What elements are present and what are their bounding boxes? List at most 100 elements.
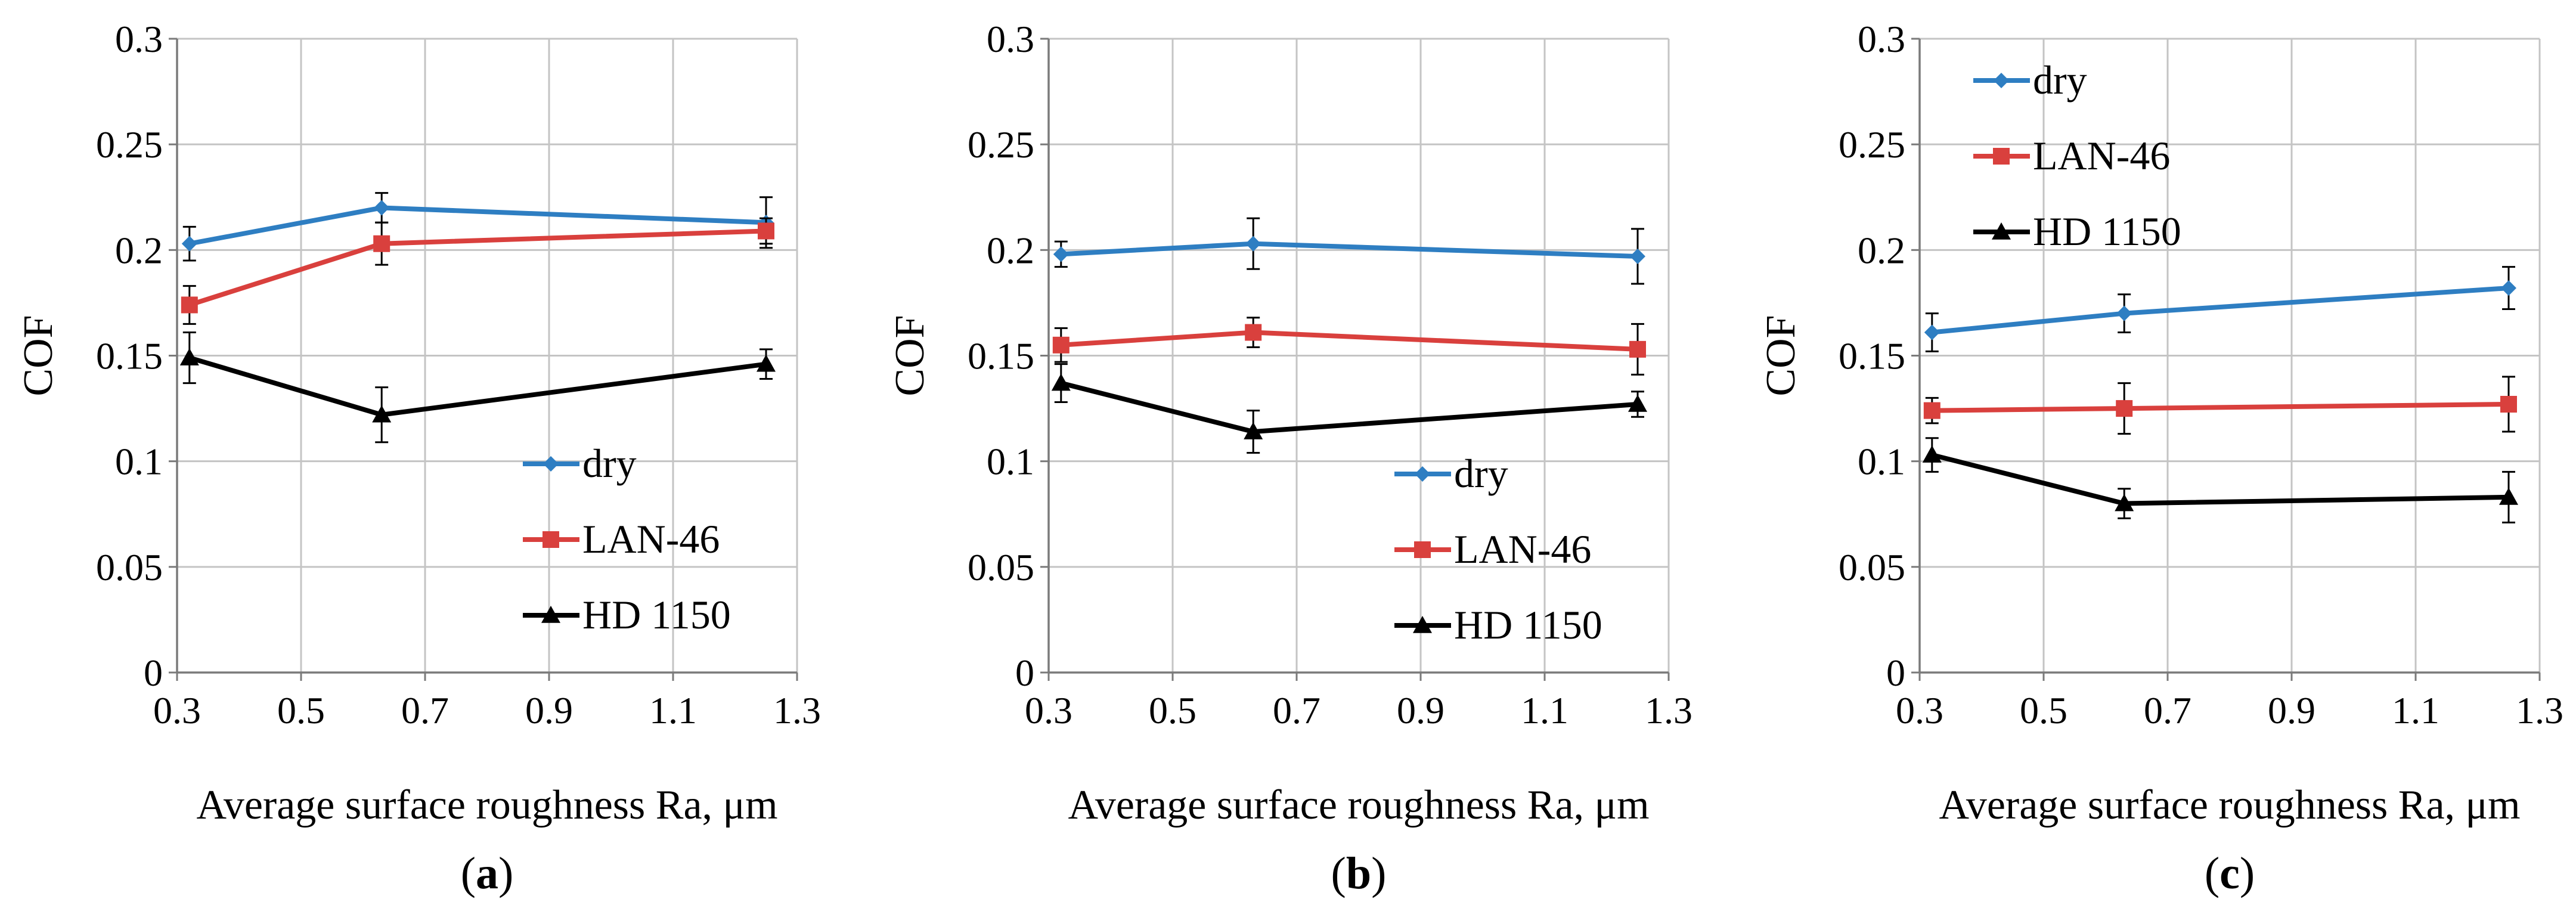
legend-label: dry: [1454, 451, 1508, 496]
y-tick-label: 0.05: [96, 546, 163, 588]
data-point: [372, 405, 392, 423]
y-tick-label: 0.15: [96, 335, 163, 377]
series-lan-46: [1923, 376, 2517, 435]
series-hd-1150: [1051, 363, 1647, 454]
panel-caption: (c): [2205, 848, 2255, 898]
legend-label: LAN-46: [582, 516, 720, 562]
caption-letter: b: [1346, 848, 1371, 898]
x-tick-label: 1.1: [1521, 689, 1568, 732]
legend-item-dry: dry: [523, 441, 637, 486]
panel-caption: (a): [461, 848, 514, 898]
caption-letter: c: [2219, 848, 2240, 898]
data-point: [758, 222, 774, 240]
legend: dry LAN-46 HD 1150: [1973, 57, 2181, 254]
chart-panel-b: 0 0.05 0.1 0.15 0.2 0.25 0.3 0.3 0.5 0.7 0.9 1.1 1.3…: [887, 18, 1692, 898]
series-line: [1060, 380, 1638, 435]
caption-close: ): [2240, 848, 2255, 898]
x-tick-label: 0.5: [2020, 689, 2067, 732]
caption-close: ): [1371, 848, 1386, 898]
data-point: [1922, 445, 1942, 463]
data-point: [1630, 248, 1645, 264]
legend-marker: [541, 606, 560, 623]
y-tick-label: 0.15: [1839, 335, 1905, 377]
data-point: [757, 354, 776, 372]
legend-label: dry: [582, 441, 637, 486]
series-dry: [1053, 217, 1645, 285]
y-tick-label: 0.15: [968, 335, 1034, 377]
x-tick-label: 0.3: [1896, 689, 1943, 732]
data-point: [1051, 373, 1071, 391]
y-tick-label: 0.2: [987, 229, 1034, 271]
y-tick-label: 0.1: [987, 441, 1034, 483]
series-lan-46: [181, 217, 774, 325]
legend-marker: [1414, 541, 1431, 558]
y-tick-label: 0.2: [115, 229, 163, 271]
x-tick-label: 1.1: [2392, 689, 2439, 732]
series-dry: [1924, 266, 2516, 352]
y-axis-title: COF: [1758, 315, 1804, 396]
legend-label: HD 1150: [2033, 209, 2181, 254]
legend-item-lan-46: LAN-46: [523, 516, 720, 562]
data-point: [2500, 395, 2517, 413]
legend-item-hd-1150: HD 1150: [523, 592, 731, 637]
legend: dry LAN-46 HD 1150: [1394, 451, 1602, 647]
y-axis-title: COF: [16, 315, 61, 396]
x-tick-label: 1.1: [649, 689, 697, 732]
series-line: [1932, 401, 2509, 413]
y-tick-label: 0.05: [968, 546, 1034, 588]
y-tick-label: 0.05: [1839, 546, 1905, 588]
chart-panel-a: 0 0.05 0.1 0.15 0.2 0.25 0.3 0.3 0.5 0.7 0.9 1.1 1.3…: [16, 18, 821, 898]
data-point: [1628, 394, 1647, 412]
y-tick-label: 0.1: [115, 441, 163, 483]
series-line: [188, 355, 767, 417]
data-point: [181, 236, 197, 252]
series-line: [1061, 330, 1638, 352]
legend-marker: [1415, 466, 1430, 482]
data-point: [373, 235, 390, 252]
x-axis-title: Average surface roughness Ra, μm: [1068, 782, 1649, 828]
x-tick-label: 0.9: [525, 689, 573, 732]
y-tick-label: 0.3: [115, 18, 163, 60]
data-point: [2499, 487, 2518, 505]
x-tick-label: 1.3: [773, 689, 821, 732]
data-point: [1629, 340, 1646, 358]
legend-marker: [1992, 222, 2011, 240]
legend-label: dry: [2033, 57, 2087, 103]
data-point: [2116, 305, 2132, 321]
data-point: [2501, 280, 2516, 296]
data-point: [374, 200, 390, 216]
data-point: [1244, 422, 1263, 439]
series-lan-46: [1052, 317, 1646, 376]
x-tick-label: 0.9: [1397, 689, 1444, 732]
legend-item-hd-1150: HD 1150: [1394, 602, 1602, 647]
data-point: [179, 348, 199, 365]
y-tick-label: 0: [1015, 652, 1034, 694]
x-tick-label: 0.9: [2268, 689, 2315, 732]
x-axis-title: Average surface roughness Ra, μm: [196, 782, 777, 828]
legend-item-hd-1150: HD 1150: [1973, 209, 2181, 254]
legend-marker: [1993, 148, 2010, 165]
data-point: [2115, 494, 2134, 512]
x-tick-label: 0.3: [153, 689, 201, 732]
y-tick-label: 0.25: [96, 123, 163, 166]
y-tick-label: 0: [144, 652, 163, 694]
legend-label: HD 1150: [582, 592, 731, 637]
panel-caption: (b): [1331, 848, 1387, 898]
y-axis-title: COF: [887, 315, 933, 396]
y-tick-label: 0.1: [1858, 441, 1905, 483]
series-line: [1931, 453, 2509, 506]
x-tick-label: 0.5: [277, 689, 325, 732]
legend-marker: [1413, 616, 1432, 633]
legend: dry LAN-46 HD 1150: [523, 441, 731, 637]
y-tick-label: 0.25: [968, 123, 1034, 166]
data-point: [1245, 236, 1261, 252]
y-tick-label: 0.3: [987, 18, 1034, 60]
caption-letter: a: [476, 848, 498, 898]
y-tick-label: 0.3: [1858, 18, 1905, 60]
x-axis-title: Average surface roughness Ra, μm: [1939, 782, 2520, 828]
x-tick-label: 0.3: [1025, 689, 1072, 732]
data-point: [1052, 336, 1070, 354]
data-point: [2116, 400, 2133, 417]
legend-item-lan-46: LAN-46: [1394, 526, 1591, 572]
